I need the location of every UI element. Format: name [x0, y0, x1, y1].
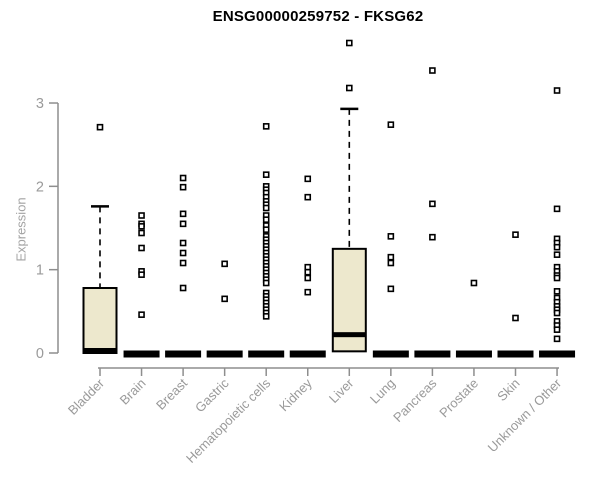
outlier-point: [387, 233, 395, 240]
median-line: [332, 332, 366, 338]
y-tick-label: 2: [36, 179, 44, 195]
box-iqr: [82, 287, 118, 354]
median-line: [83, 348, 117, 354]
outlier-point: [179, 210, 187, 218]
x-tick-label: Kidney: [276, 375, 315, 414]
outlier-point: [387, 121, 395, 128]
outlier-point: [345, 84, 353, 92]
outlier-point: [429, 200, 436, 208]
outlier-point: [387, 253, 395, 261]
x-tick-label: Brain: [117, 376, 149, 408]
outlier-point: [262, 204, 270, 212]
outlier-point: [138, 311, 145, 318]
outlier-point: [387, 285, 395, 293]
x-tick-label: Prostate: [436, 376, 481, 421]
outlier-point: [553, 243, 561, 251]
outlier-point: [304, 268, 312, 276]
outlier-point: [262, 313, 270, 320]
outlier-point: [304, 288, 312, 296]
x-tick-label: Gastric: [192, 375, 232, 415]
collapsed-box: [165, 350, 202, 358]
x-tick-label: Bladder: [65, 375, 108, 418]
outlier-point: [429, 67, 436, 74]
outlier-point: [345, 39, 353, 47]
collapsed-box: [248, 350, 285, 358]
outlier-point: [138, 229, 145, 237]
x-tick-label: Breast: [153, 375, 190, 412]
outlier-point: [138, 223, 145, 230]
outlier-point: [221, 295, 228, 303]
collapsed-box: [123, 350, 160, 358]
collapsed-box: [289, 350, 326, 358]
outlier-point: [262, 216, 270, 223]
x-tick-label: Liver: [326, 375, 357, 406]
outlier-point: [304, 274, 312, 282]
outlier-point: [553, 205, 561, 213]
outlier-point: [138, 212, 145, 219]
collapsed-box: [372, 350, 409, 358]
outlier-point: [179, 284, 187, 292]
outlier-point: [262, 171, 270, 178]
outlier-point: [138, 271, 145, 278]
outlier-point: [96, 123, 104, 131]
outlier-point: [512, 231, 519, 238]
outlier-point: [262, 279, 270, 287]
outlier-point: [262, 226, 270, 233]
outlier-point: [138, 244, 145, 252]
collapsed-box: [539, 350, 576, 358]
outlier-point: [304, 175, 312, 183]
collapsed-box: [414, 350, 451, 358]
outlier-point: [470, 279, 478, 287]
outlier-point: [553, 251, 561, 258]
outlier-point: [179, 220, 187, 228]
chart-title: ENSG00000259752 - FKSG62: [212, 8, 424, 25]
x-tick-label: Unknown / Other: [485, 375, 565, 455]
x-tick-label: Skin: [494, 376, 522, 404]
outlier-point: [179, 239, 187, 247]
outlier-point: [553, 274, 561, 282]
outlier-point: [553, 288, 561, 295]
collapsed-box: [497, 350, 534, 358]
outlier-point: [512, 314, 519, 322]
collapsed-box: [455, 350, 492, 358]
outlier-point: [553, 87, 561, 94]
collapsed-box: [206, 350, 243, 358]
outlier-point: [429, 233, 436, 241]
outlier-point: [179, 183, 187, 191]
outlier-point: [553, 335, 561, 343]
y-tick-label: 0: [36, 346, 44, 362]
outlier-point: [387, 259, 395, 267]
outlier-point: [553, 326, 561, 333]
y-tick-label: 1: [36, 263, 44, 279]
x-tick-label: Lung: [367, 376, 398, 407]
outlier-point: [304, 193, 312, 201]
outlier-point: [553, 309, 561, 317]
outlier-point: [262, 123, 270, 130]
outlier-point: [179, 259, 187, 267]
x-tick-label: Pancreas: [390, 375, 440, 425]
y-tick-label: 3: [36, 96, 44, 112]
outlier-point: [221, 260, 228, 268]
outlier-point: [179, 249, 187, 257]
outlier-point: [179, 174, 187, 182]
